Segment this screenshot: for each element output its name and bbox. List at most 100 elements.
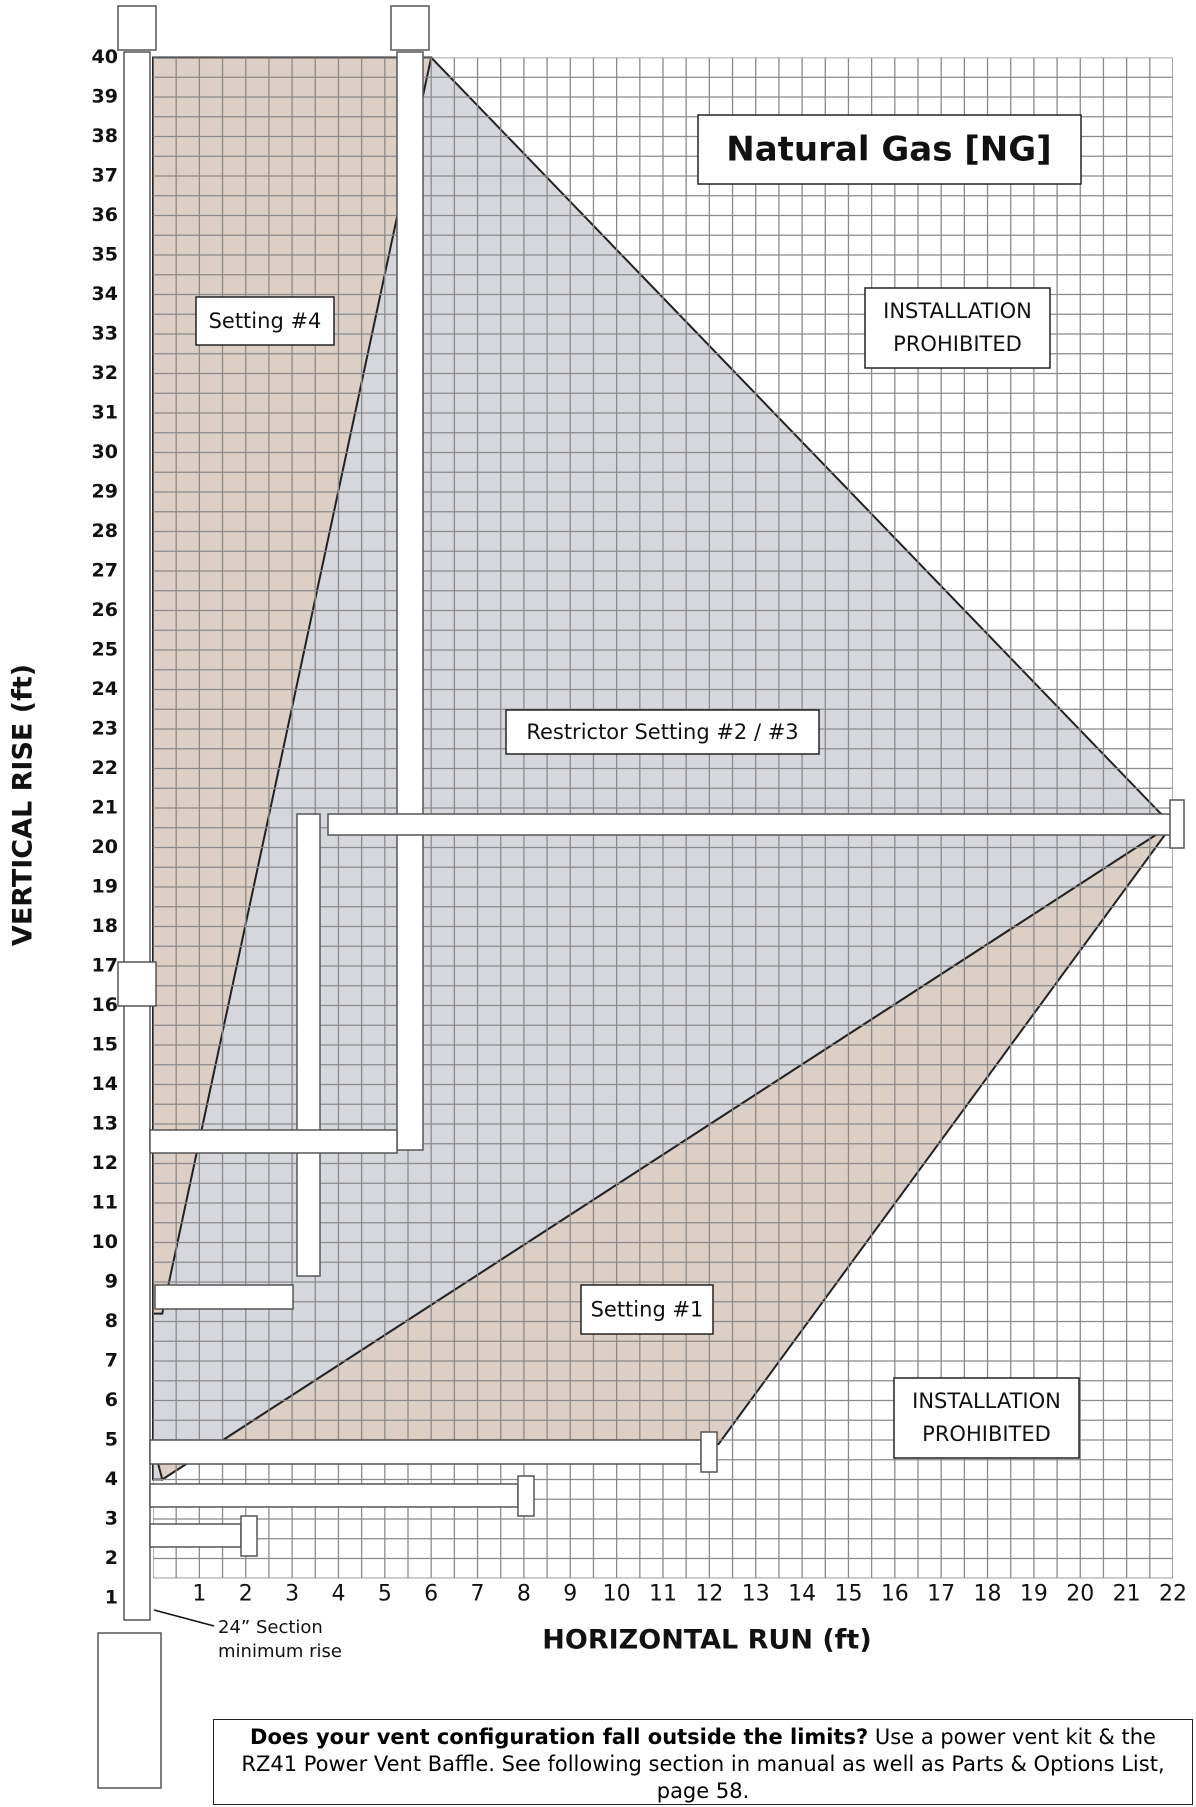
cap	[117, 961, 157, 1007]
title-box	[697, 114, 1082, 185]
pipe	[396, 51, 424, 1151]
prohibited-label: INSTALLATION	[883, 299, 1032, 323]
annotation-arrow	[153, 1609, 215, 1627]
x-tick-label: 8	[517, 1581, 531, 1606]
y-tick-label: 26	[92, 599, 118, 621]
x-tick-label: 3	[285, 1581, 299, 1606]
x-tick-label: 10	[603, 1581, 631, 1606]
y-tick-label: 20	[92, 836, 118, 858]
x-tick-label: 6	[424, 1581, 438, 1606]
y-tick-label: 21	[92, 797, 118, 819]
x-tick-label: 9	[563, 1581, 577, 1606]
y-tick-label: 38	[92, 125, 118, 147]
x-axis-title: HORIZONTAL RUN (ft)	[542, 1625, 871, 1656]
note-text: Use a power vent kit & the RZ41 Power Ve…	[241, 1725, 1165, 1803]
y-tick-label: 17	[92, 955, 118, 977]
prohibited-label: PROHIBITED	[922, 1422, 1051, 1446]
y-tick-label: 10	[92, 1231, 118, 1253]
y-tick-label: 12	[92, 1152, 118, 1174]
pipe	[149, 1129, 398, 1154]
y-tick-label: 36	[92, 204, 118, 226]
annotation: 24” Section	[218, 1617, 323, 1638]
y-tick-label: 40	[92, 46, 118, 68]
prohibited-label: PROHIBITED	[893, 332, 1022, 356]
x-tick-label: 13	[742, 1581, 770, 1606]
pipe	[149, 1523, 242, 1548]
prohibited-box	[864, 287, 1051, 369]
region-label-box	[195, 296, 335, 346]
y-tick-label: 8	[105, 1310, 118, 1332]
y-tick-label: 1	[105, 1587, 118, 1609]
y-tick-label: 11	[92, 1192, 118, 1214]
y-tick-label: 28	[92, 520, 118, 542]
y-tick-label: 23	[92, 718, 118, 740]
y-tick-label: 4	[105, 1468, 118, 1490]
y-tick-label: 32	[92, 362, 118, 384]
x-tick-label: 7	[471, 1581, 485, 1606]
pipe	[154, 1284, 294, 1310]
pipe	[123, 51, 151, 1621]
labels: 1234567891011121314151617181920212223242…	[92, 46, 1187, 1609]
x-tick-label: 12	[695, 1581, 723, 1606]
x-tick-label: 18	[974, 1581, 1002, 1606]
x-tick-label: 17	[927, 1581, 955, 1606]
cap	[700, 1431, 718, 1473]
x-tick-label: 19	[1020, 1581, 1048, 1606]
pipe	[327, 813, 1172, 836]
x-tick-label: 20	[1066, 1581, 1094, 1606]
x-tick-label: 4	[331, 1581, 345, 1606]
x-tick-label: 15	[834, 1581, 862, 1606]
y-tick-label: 16	[92, 994, 118, 1016]
x-tick-label: 14	[788, 1581, 816, 1606]
x-tick-label: 1	[192, 1581, 206, 1606]
cap	[390, 5, 430, 51]
y-tick-label: 34	[92, 283, 118, 305]
y-tick-label: 30	[92, 441, 118, 463]
y-tick-label: 25	[92, 639, 118, 661]
x-tick-label: 21	[1113, 1581, 1141, 1606]
prohibited-label: INSTALLATION	[912, 1389, 1061, 1413]
y-tick-label: 15	[92, 1034, 118, 1056]
y-tick-label: 2	[105, 1547, 118, 1569]
y-tick-label: 37	[92, 165, 118, 187]
y-tick-label: 7	[105, 1350, 118, 1372]
y-tick-label: 6	[105, 1389, 118, 1411]
note-bold: Does your vent configuration fall outsid…	[250, 1725, 869, 1749]
region-label: Setting #1	[591, 1298, 704, 1322]
heater	[97, 1632, 162, 1789]
prohibited-box	[893, 1377, 1080, 1459]
y-tick-label: 22	[92, 757, 118, 779]
cap	[1169, 799, 1185, 849]
y-tick-label: 33	[92, 323, 118, 345]
pipe	[149, 1439, 702, 1465]
x-tick-label: 16	[881, 1581, 909, 1606]
vent-pipes	[97, 5, 1185, 1789]
cap	[517, 1475, 535, 1517]
y-tick-label: 18	[92, 915, 118, 937]
y-tick-label: 3	[105, 1508, 118, 1530]
y-tick-label: 13	[92, 1113, 118, 1135]
y-tick-label: 35	[92, 244, 118, 266]
x-tick-label: 11	[649, 1581, 677, 1606]
y-tick-label: 14	[92, 1073, 118, 1095]
pipe	[149, 1483, 519, 1508]
x-tick-label: 2	[239, 1581, 253, 1606]
region-label: Restrictor Setting #2 / #3	[526, 720, 798, 744]
y-tick-label: 39	[92, 86, 118, 108]
cap	[240, 1515, 258, 1557]
pipe	[296, 813, 321, 1277]
region-label-box	[505, 709, 820, 755]
x-tick-label: 5	[378, 1581, 392, 1606]
y-tick-label: 9	[105, 1271, 118, 1293]
y-tick-label: 19	[92, 876, 118, 898]
x-tick-label: 22	[1159, 1581, 1187, 1606]
region-label-box	[580, 1284, 714, 1335]
note: Does your vent configuration fall outsid…	[213, 1719, 1193, 1805]
y-tick-label: 24	[92, 678, 118, 700]
y-tick-label: 31	[92, 402, 118, 424]
y-axis-title: VERTICAL RISE (ft)	[8, 664, 39, 946]
chart-title: Natural Gas [NG]	[726, 130, 1051, 170]
cap	[117, 5, 157, 51]
